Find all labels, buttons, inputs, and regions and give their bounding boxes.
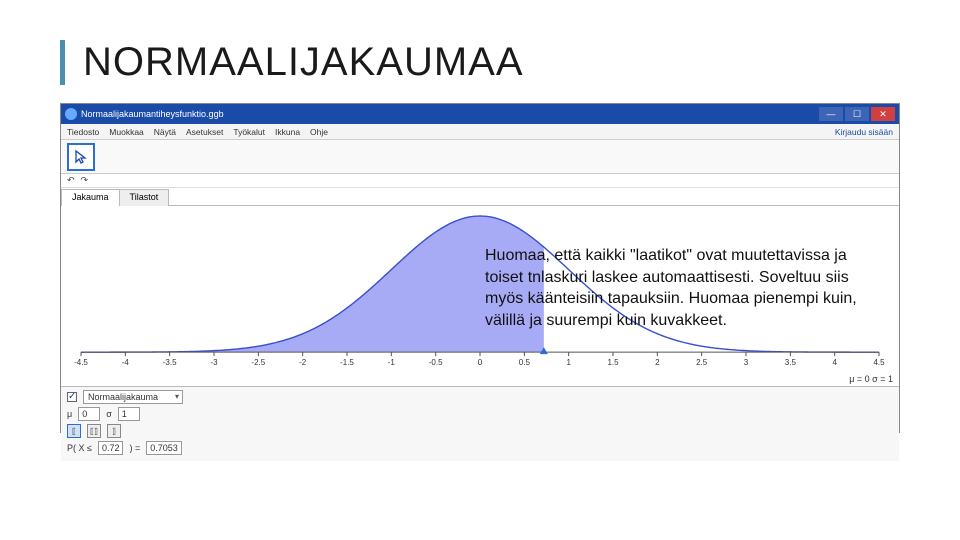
menu-file[interactable]: Tiedosto: [67, 127, 99, 137]
chart-stats-label: μ = 0 σ = 1: [849, 374, 893, 384]
minimize-button[interactable]: —: [819, 107, 843, 121]
tab-statistics[interactable]: Tilastot: [119, 189, 170, 206]
menu-bar: Tiedosto Muokkaa Näytä Asetukset Työkalu…: [61, 124, 899, 140]
menu-options[interactable]: Asetukset: [186, 127, 223, 137]
slide-title: NORMAALIJAKAUMAA: [83, 40, 900, 85]
pointer-tool[interactable]: [67, 143, 95, 171]
svg-text:-2.5: -2.5: [251, 358, 265, 367]
tab-bar: Jakauma Tilastot: [61, 188, 899, 206]
prob-output[interactable]: 0.7053: [146, 441, 182, 455]
undo-icon[interactable]: ↶: [67, 175, 75, 186]
svg-text:-3: -3: [210, 358, 218, 367]
distribution-checkbox[interactable]: [67, 392, 77, 402]
svg-text:1.5: 1.5: [607, 358, 619, 367]
svg-text:0.5: 0.5: [519, 358, 531, 367]
maximize-button[interactable]: ☐: [845, 107, 869, 121]
right-tail-button[interactable]: ⟧: [107, 424, 121, 438]
menu-window[interactable]: Ikkuna: [275, 127, 300, 137]
signin-link[interactable]: Kirjaudu sisään: [835, 127, 893, 137]
svg-text:1: 1: [566, 358, 571, 367]
svg-text:3: 3: [744, 358, 749, 367]
svg-text:4.5: 4.5: [873, 358, 885, 367]
svg-text:-2: -2: [299, 358, 307, 367]
interval-button[interactable]: ⟦⟧: [87, 424, 101, 438]
svg-text:-0.5: -0.5: [429, 358, 443, 367]
sigma-input[interactable]: 1: [118, 407, 140, 421]
menu-help[interactable]: Ohje: [310, 127, 328, 137]
menu-edit[interactable]: Muokkaa: [109, 127, 144, 137]
svg-text:-3.5: -3.5: [163, 358, 177, 367]
svg-text:-1.5: -1.5: [340, 358, 354, 367]
window-titlebar: Normaalijakaumantiheysfunktio.ggb — ☐ ✕: [61, 104, 899, 124]
svg-text:3.5: 3.5: [785, 358, 797, 367]
redo-icon[interactable]: ↷: [81, 175, 89, 186]
svg-text:2: 2: [655, 358, 660, 367]
mu-label: μ: [67, 409, 72, 419]
close-button[interactable]: ✕: [871, 107, 895, 121]
svg-text:-4.5: -4.5: [74, 358, 88, 367]
window-title: Normaalijakaumantiheysfunktio.ggb: [81, 109, 819, 119]
toolbar: [61, 140, 899, 174]
slide-annotation: Huomaa, että kaikki "laatikot" ovat muut…: [485, 245, 885, 331]
controls-panel: Normaalijakauma μ 0 σ 1 ⟦ ⟦⟧ ⟧ P( X ≤ 0.…: [61, 386, 899, 461]
svg-text:0: 0: [478, 358, 483, 367]
svg-text:-1: -1: [388, 358, 396, 367]
secondary-toolbar: ↶ ↷: [61, 174, 899, 188]
sigma-label: σ: [106, 409, 112, 419]
svg-text:4: 4: [832, 358, 837, 367]
prob-label: P( X ≤: [67, 443, 92, 453]
distribution-dropdown[interactable]: Normaalijakauma: [83, 390, 183, 404]
cursor-icon: [73, 149, 89, 165]
svg-text:-4: -4: [122, 358, 130, 367]
title-accent-bar: NORMAALIJAKAUMAA: [60, 40, 900, 85]
menu-tools[interactable]: Työkalut: [233, 127, 265, 137]
svg-text:2.5: 2.5: [696, 358, 708, 367]
left-tail-button[interactable]: ⟦: [67, 424, 81, 438]
x-input[interactable]: 0.72: [98, 441, 124, 455]
mu-input[interactable]: 0: [78, 407, 100, 421]
menu-view[interactable]: Näytä: [154, 127, 176, 137]
app-icon: [65, 108, 77, 120]
tab-distribution[interactable]: Jakauma: [61, 189, 120, 206]
x-label: ) =: [129, 443, 140, 453]
